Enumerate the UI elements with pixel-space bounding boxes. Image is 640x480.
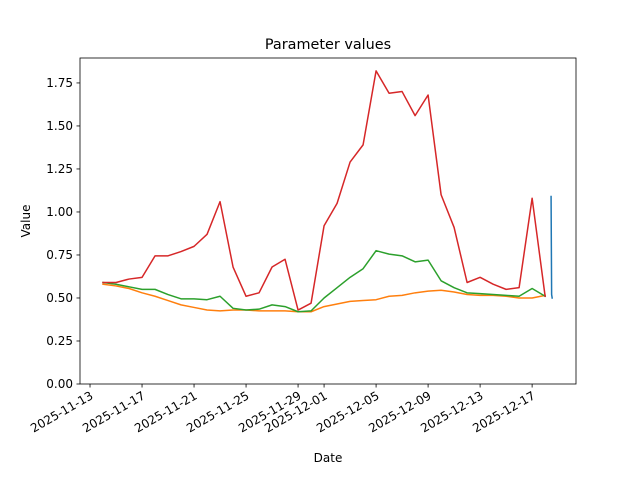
y-tick-label: 1.50: [46, 119, 73, 133]
y-tick-label: 0.75: [46, 248, 73, 262]
y-axis-label: Value: [19, 205, 33, 238]
y-tick-label: 1.25: [46, 162, 73, 176]
x-axis-label: Date: [314, 451, 343, 465]
data-line: [102, 70, 546, 311]
data-line: [550, 195, 554, 299]
y-tick-label: 1.00: [46, 205, 73, 219]
y-tick-label: 1.75: [46, 76, 73, 90]
y-tick-label: 0.00: [46, 377, 73, 391]
data-line: [102, 249, 547, 313]
chart-title: Parameter values: [265, 37, 391, 53]
y-tick-label: 0.25: [46, 334, 73, 348]
y-tick-label: 0.50: [46, 291, 73, 305]
axes-frame: [79, 57, 577, 385]
data-line: [102, 283, 547, 313]
